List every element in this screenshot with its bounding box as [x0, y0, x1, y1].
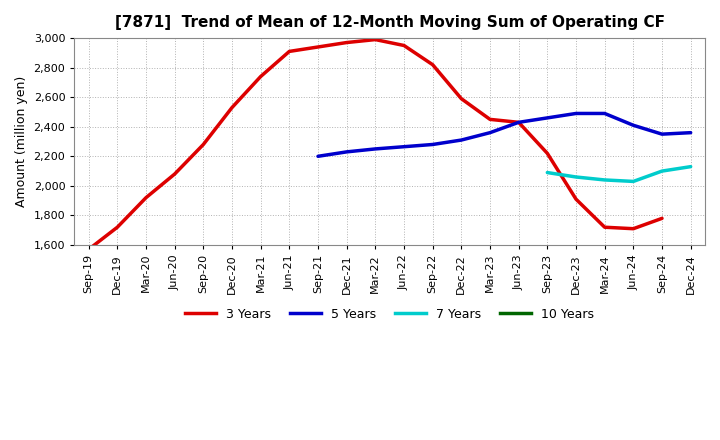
5 Years	[400, 144, 408, 149]
5 Years	[371, 146, 379, 151]
5 Years	[486, 130, 495, 136]
5 Years	[428, 142, 437, 147]
Line: 5 Years: 5 Years	[318, 114, 690, 156]
5 Years	[572, 111, 580, 116]
3 Years	[113, 224, 122, 230]
5 Years	[314, 154, 323, 159]
5 Years	[657, 132, 666, 137]
3 Years	[486, 117, 495, 122]
3 Years	[629, 226, 638, 231]
3 Years	[543, 151, 552, 156]
7 Years	[629, 179, 638, 184]
5 Years	[342, 149, 351, 154]
7 Years	[572, 174, 580, 180]
Title: [7871]  Trend of Mean of 12-Month Moving Sum of Operating CF: [7871] Trend of Mean of 12-Month Moving …	[114, 15, 665, 30]
3 Years	[285, 49, 294, 54]
Line: 7 Years: 7 Years	[547, 167, 690, 181]
3 Years	[84, 247, 93, 252]
Legend: 3 Years, 5 Years, 7 Years, 10 Years: 3 Years, 5 Years, 7 Years, 10 Years	[180, 303, 600, 326]
5 Years	[686, 130, 695, 136]
3 Years	[600, 224, 609, 230]
3 Years	[314, 44, 323, 50]
3 Years	[371, 37, 379, 42]
3 Years	[142, 195, 150, 200]
5 Years	[629, 123, 638, 128]
7 Years	[600, 177, 609, 183]
3 Years	[657, 216, 666, 221]
7 Years	[543, 170, 552, 175]
5 Years	[543, 115, 552, 121]
7 Years	[657, 169, 666, 174]
3 Years	[572, 197, 580, 202]
3 Years	[342, 40, 351, 45]
3 Years	[171, 172, 179, 177]
3 Years	[428, 62, 437, 67]
5 Years	[600, 111, 609, 116]
3 Years	[256, 74, 265, 79]
3 Years	[457, 96, 466, 101]
5 Years	[514, 120, 523, 125]
3 Years	[400, 43, 408, 48]
Y-axis label: Amount (million yen): Amount (million yen)	[15, 76, 28, 207]
Line: 3 Years: 3 Years	[89, 40, 662, 249]
5 Years	[457, 137, 466, 143]
3 Years	[514, 120, 523, 125]
7 Years	[686, 164, 695, 169]
3 Years	[228, 105, 236, 110]
3 Years	[199, 142, 207, 147]
